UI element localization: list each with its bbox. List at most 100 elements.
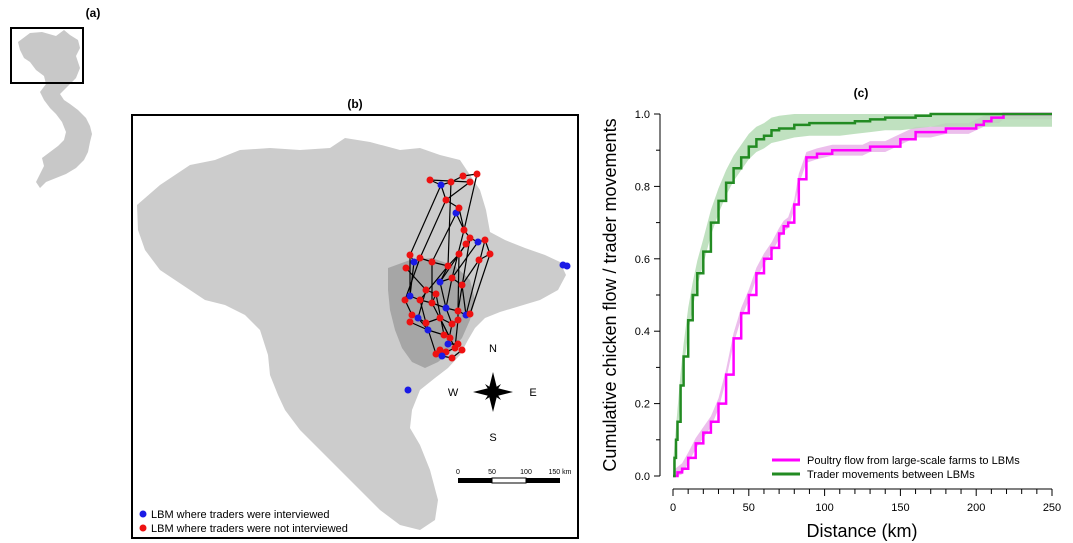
lbm-not-interviewed-dot <box>458 346 466 354</box>
network-edge <box>439 281 447 309</box>
network-edge <box>419 299 427 324</box>
legend-dot-interviewed <box>139 510 147 518</box>
scale-bar: 0 50 100 150 km <box>456 469 572 484</box>
y-tick-label: 0.8 <box>635 181 650 193</box>
lbm-not-interviewed-dot <box>462 240 470 248</box>
x-tick-label: 50 <box>743 502 755 514</box>
network-edge <box>409 184 442 256</box>
lbm-not-interviewed-dot <box>448 320 456 328</box>
lbm-not-interviewed-dot <box>416 296 424 304</box>
lbm-not-interviewed-dot <box>401 296 409 304</box>
legend-label-trader: Trader movements between LBMs <box>807 469 975 481</box>
lbm-not-interviewed-dot <box>436 314 444 322</box>
lbm-not-interviewed-dot <box>440 331 448 339</box>
y-tick-label: 0.0 <box>635 471 650 483</box>
scale-tick-50: 50 <box>488 469 496 476</box>
series-lines <box>673 112 1052 478</box>
northern-vietnam-map: N S E W 0 50 100 150 km LBM where trader… <box>131 114 579 539</box>
network-edge <box>419 265 449 301</box>
legend-label-interviewed: LBM where traders were interviewed <box>151 509 330 521</box>
scale-bar-seg-1 <box>458 478 492 483</box>
lbm-not-interviewed-dot <box>406 318 414 326</box>
lbm-not-interviewed-dot <box>454 340 462 348</box>
inset-extent-box <box>10 27 84 84</box>
network-edge <box>469 253 491 315</box>
panel-a-label: (a) <box>86 6 101 20</box>
lbm-not-interviewed-dot <box>466 310 474 318</box>
lbm-interviewed-dot <box>406 292 414 300</box>
network-edge <box>404 257 421 301</box>
lbm-not-interviewed-dot <box>459 172 467 180</box>
lbm-markets <box>401 170 571 394</box>
lbm-not-interviewed-dot <box>466 234 474 242</box>
lbm-not-interviewed-dot <box>460 226 468 234</box>
series-line-1 <box>673 112 1052 478</box>
lbm-not-interviewed-dot <box>432 290 440 298</box>
lbm-not-interviewed-dot <box>408 311 416 319</box>
x-tick-label: 150 <box>891 502 909 514</box>
legend-label-poultry: Poultry flow from large-scale farms to L… <box>807 455 1020 467</box>
network-edge <box>461 284 467 316</box>
scale-bar-seg-3 <box>526 478 560 483</box>
lbm-not-interviewed-dot <box>486 250 494 258</box>
northern-vietnam-land <box>137 138 566 530</box>
lbm-not-interviewed-dot <box>426 176 434 184</box>
lbm-not-interviewed-dot <box>406 251 414 259</box>
scale-tick-0: 0 <box>456 469 460 476</box>
lbm-interviewed-dot <box>437 181 445 189</box>
network-edge <box>461 259 480 286</box>
compass-star-diagonal <box>485 384 501 400</box>
x-axis-ticks: 0 50 100 150 200 250 <box>670 489 1061 514</box>
lbm-not-interviewed-dot <box>402 264 410 272</box>
network-edge <box>465 239 486 316</box>
scale-tick-150: 150 km <box>549 469 572 476</box>
lbm-not-interviewed-dot <box>455 204 463 212</box>
lbm-interviewed-dot <box>438 352 446 360</box>
x-tick-label: 0 <box>670 502 676 514</box>
legend-label-not-interviewed: LBM where traders were not interviewed <box>151 523 348 535</box>
x-tick-label: 100 <box>815 502 833 514</box>
network-edge <box>463 173 478 231</box>
scale-bar-seg-2 <box>491 477 527 484</box>
lbm-interviewed-dot <box>404 386 412 394</box>
vietnam-inset-map <box>10 27 92 188</box>
lbm-not-interviewed-dot <box>454 316 462 324</box>
y-tick-label: 0.4 <box>635 326 650 338</box>
network-edge <box>458 207 465 231</box>
network-edge <box>439 243 467 283</box>
lbm-not-interviewed-dot <box>446 334 454 342</box>
compass-west: W <box>448 387 459 399</box>
legend-dot-not-interviewed <box>139 524 147 532</box>
lbm-not-interviewed-dot <box>428 258 436 266</box>
vietnam-outline <box>18 30 92 188</box>
compass-south: S <box>489 432 496 444</box>
compass-rose: N S E W <box>448 343 537 444</box>
compass-north: N <box>489 343 497 355</box>
lbm-not-interviewed-dot <box>447 178 455 186</box>
lbm-not-interviewed-dot <box>428 299 436 307</box>
lbm-interviewed-dot <box>436 278 444 286</box>
cumulative-chart: 0.0 0.2 0.4 0.6 0.8 1.0 0 50 100 150 200 250 Dista… <box>600 109 1061 541</box>
lbm-interviewed-dot <box>474 238 482 246</box>
network-edge <box>457 237 471 312</box>
lbm-interviewed-dot <box>410 258 418 266</box>
y-axis-ticks: 0.0 0.2 0.4 0.6 0.8 1.0 <box>635 109 660 483</box>
lbm-interviewed-dot <box>444 340 452 348</box>
panel-c-label: (c) <box>854 86 869 100</box>
network-edge <box>447 181 452 267</box>
lbm-interviewed-dot <box>424 326 432 334</box>
lbm-not-interviewed-dot <box>455 250 463 258</box>
network-edge <box>419 199 447 259</box>
lbm-not-interviewed-dot <box>422 286 430 294</box>
lbm-not-interviewed-dot <box>466 178 474 186</box>
y-tick-label: 0.2 <box>635 399 650 411</box>
lbm-not-interviewed-dot <box>448 354 456 362</box>
map-legend: LBM where traders were interviewed LBM w… <box>139 509 348 535</box>
network-edge <box>457 253 460 312</box>
panel-b-label: (b) <box>347 97 362 111</box>
lbm-not-interviewed-dot <box>475 256 483 264</box>
y-tick-label: 0.6 <box>635 254 650 266</box>
lbm-not-interviewed-dot <box>454 307 462 315</box>
series-line-0 <box>673 112 1052 478</box>
network-edge <box>431 207 460 263</box>
